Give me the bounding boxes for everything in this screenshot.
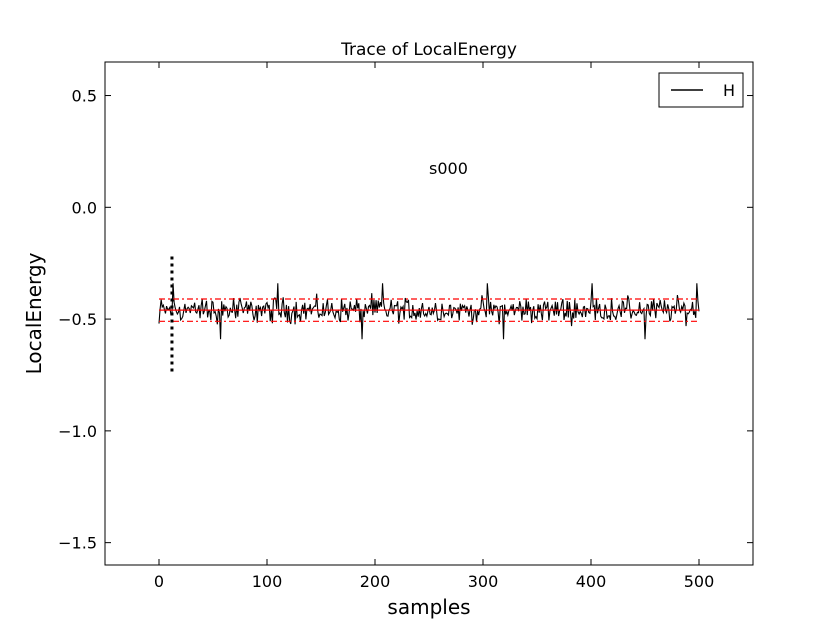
x-tick-label: 400	[576, 572, 607, 591]
y-tick-label: 0.0	[72, 198, 97, 217]
x-tick-label: 200	[360, 572, 391, 591]
x-axis-label: samples	[387, 595, 470, 619]
legend-label-h: H	[723, 81, 735, 100]
chart-title: Trace of LocalEnergy	[340, 40, 517, 60]
x-tick-label: 0	[154, 572, 164, 591]
x-tick-label: 100	[252, 572, 283, 591]
x-tick-label: 500	[684, 572, 715, 591]
ticks-layer: 0 100 200 300 400 500 0.5 0.0 −0.5 −1.0 −1.5	[58, 62, 753, 591]
y-tick-label: −1.5	[58, 534, 97, 553]
y-axis-label: LocalEnergy	[22, 252, 46, 374]
series-annotation: s000	[429, 159, 468, 178]
plot-layer	[158, 256, 700, 373]
y-tick-label: −1.0	[58, 422, 97, 441]
y-tick-label: 0.5	[72, 87, 97, 106]
plot-frame	[104, 61, 754, 566]
legend: H	[658, 72, 744, 108]
series-line-h	[158, 283, 700, 340]
x-tick-label: 300	[468, 572, 499, 591]
y-tick-label: −0.5	[58, 310, 97, 329]
